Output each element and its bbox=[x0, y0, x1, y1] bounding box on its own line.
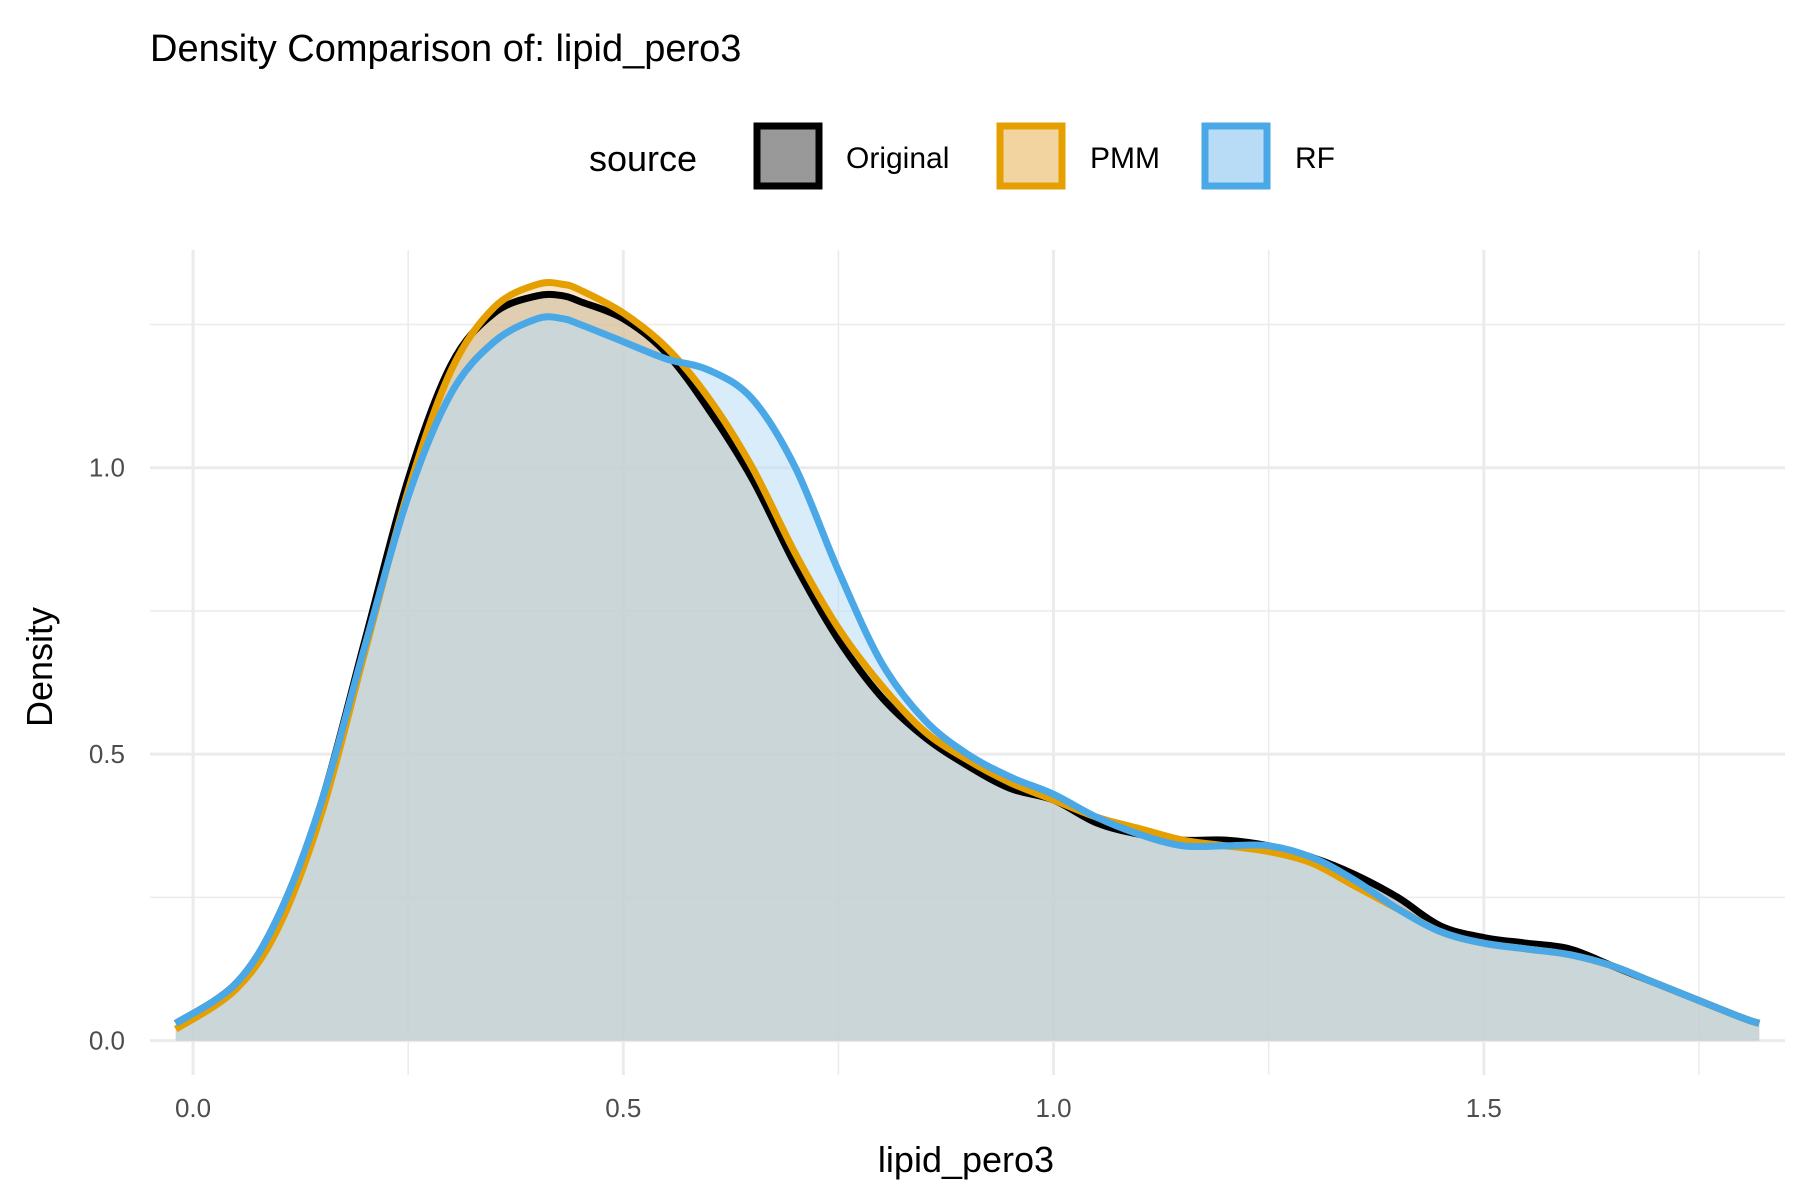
density-areas bbox=[175, 282, 1760, 1041]
legend: source Original PMM RF bbox=[589, 122, 1335, 190]
x-axis-title: lipid_pero3 bbox=[878, 1139, 1054, 1180]
legend-item-rf: RF bbox=[1201, 122, 1335, 190]
y-axis-ticks: 0.0 0.5 1.0 bbox=[89, 453, 125, 1056]
legend-label-original: Original bbox=[846, 142, 949, 175]
y-tick-label: 0.5 bbox=[89, 739, 125, 769]
legend-label-pmm: PMM bbox=[1090, 142, 1160, 175]
x-tick-label: 1.5 bbox=[1466, 1093, 1502, 1123]
chart-title: Density Comparison of: lipid_pero3 bbox=[150, 28, 741, 70]
y-tick-label: 0.0 bbox=[89, 1026, 125, 1056]
legend-key-pmm bbox=[996, 122, 1066, 190]
legend-key-rf bbox=[1201, 122, 1271, 190]
x-tick-label: 0.0 bbox=[175, 1093, 211, 1123]
legend-item-pmm: PMM bbox=[996, 122, 1160, 190]
legend-item-original: Original bbox=[753, 122, 949, 190]
x-axis-ticks: 0.0 0.5 1.0 1.5 bbox=[175, 1093, 1502, 1123]
x-tick-label: 1.0 bbox=[1035, 1093, 1071, 1123]
legend-title: source bbox=[589, 138, 697, 179]
density-lines bbox=[173, 278, 1761, 1033]
legend-key-original bbox=[753, 122, 823, 190]
density-line-rf bbox=[173, 313, 1761, 1027]
y-tick-label: 1.0 bbox=[89, 453, 125, 483]
y-axis-title: Density bbox=[19, 607, 60, 727]
legend-label-rf: RF bbox=[1295, 142, 1335, 175]
density-area-rf bbox=[175, 316, 1760, 1041]
x-tick-label: 0.5 bbox=[605, 1093, 641, 1123]
